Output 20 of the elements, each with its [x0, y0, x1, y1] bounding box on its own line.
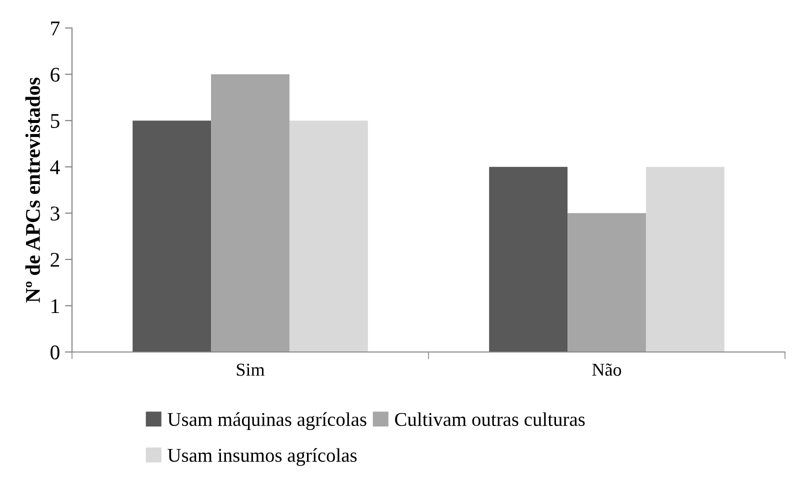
- y-axis-title: Nº de APCs entrevistados: [25, 78, 40, 303]
- legend-label: Cultivam outras culturas: [395, 412, 585, 426]
- y-tick-label: 5: [50, 114, 60, 128]
- y-tick-label: 0: [50, 345, 60, 360]
- y-tick-label: 3: [50, 206, 60, 221]
- y-tick-label: 1: [52, 299, 59, 313]
- x-tick-label: Sim: [236, 364, 265, 376]
- y-tick-label: 7: [51, 22, 60, 36]
- legend-label: Usam insumos agrícolas: [168, 448, 357, 466]
- bar: [289, 120, 368, 352]
- x-tick-label: Não: [592, 363, 622, 376]
- y-tick-label: 6: [50, 68, 60, 82]
- y-tick-label: 2: [50, 252, 60, 267]
- bar: [211, 74, 290, 352]
- legend-label: Usam máquinas agrícolas: [168, 412, 366, 430]
- bar: [132, 120, 212, 352]
- bar: [489, 166, 568, 352]
- bar: [568, 213, 646, 352]
- bar: [646, 166, 724, 352]
- y-tick-label: 4: [50, 160, 60, 174]
